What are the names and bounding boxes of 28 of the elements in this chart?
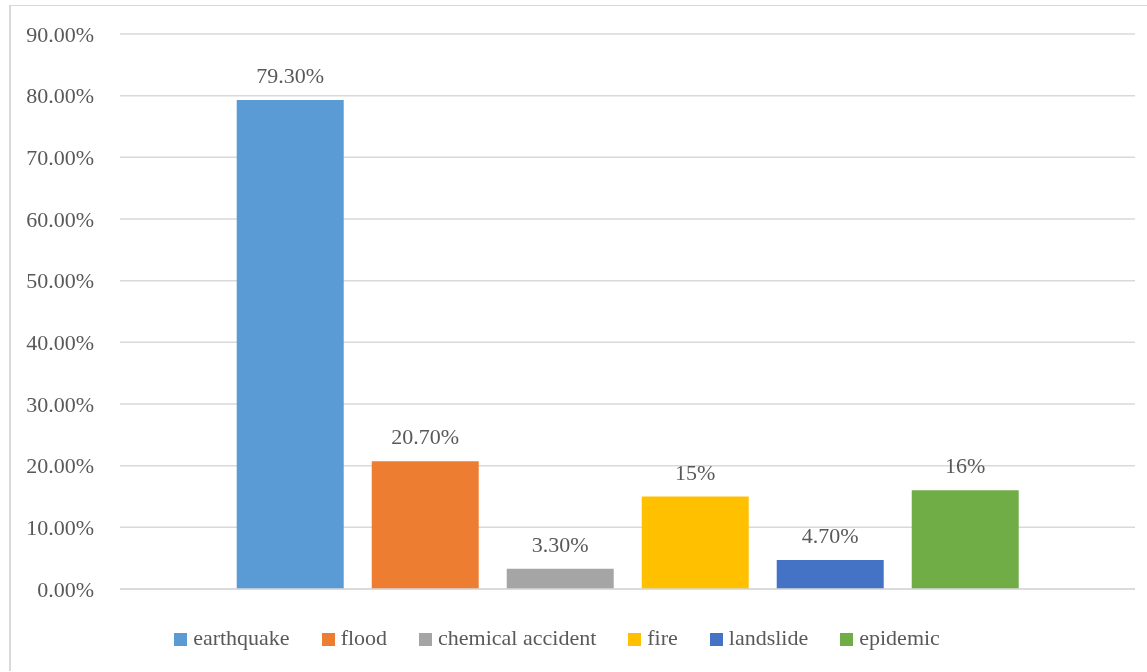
bar	[911, 490, 1019, 589]
legend-label: earthquake	[193, 625, 290, 650]
y-tick-label: 20.00%	[26, 453, 94, 479]
y-tick-label: 70.00%	[26, 145, 94, 171]
data-label: 4.70%	[801, 523, 859, 549]
y-tick-label: 90.00%	[26, 21, 94, 47]
y-tick-label: 50.00%	[26, 268, 94, 294]
bar	[371, 461, 479, 589]
y-tick-label: 10.00%	[26, 515, 94, 541]
y-tick-label: 60.00%	[26, 206, 94, 232]
legend-label: epidemic	[859, 625, 940, 650]
bar	[506, 568, 614, 589]
legend-label: chemical accident	[438, 625, 597, 650]
y-tick-label: 40.00%	[26, 330, 94, 356]
bar	[776, 560, 884, 589]
legend-label: flood	[340, 625, 388, 650]
bar	[641, 496, 749, 589]
data-label: 79.30%	[256, 62, 325, 88]
y-tick-label: 30.00%	[26, 391, 94, 417]
y-tick-label: 0.00%	[37, 576, 94, 602]
data-label: 16%	[945, 453, 986, 479]
legend-label: landslide	[728, 625, 809, 650]
data-label: 15%	[675, 459, 716, 485]
y-tick-label: 80.00%	[26, 83, 94, 109]
bar	[236, 99, 344, 589]
data-label: 3.30%	[531, 531, 589, 557]
legend-label: fire	[647, 625, 678, 650]
data-label: 20.70%	[391, 424, 460, 450]
